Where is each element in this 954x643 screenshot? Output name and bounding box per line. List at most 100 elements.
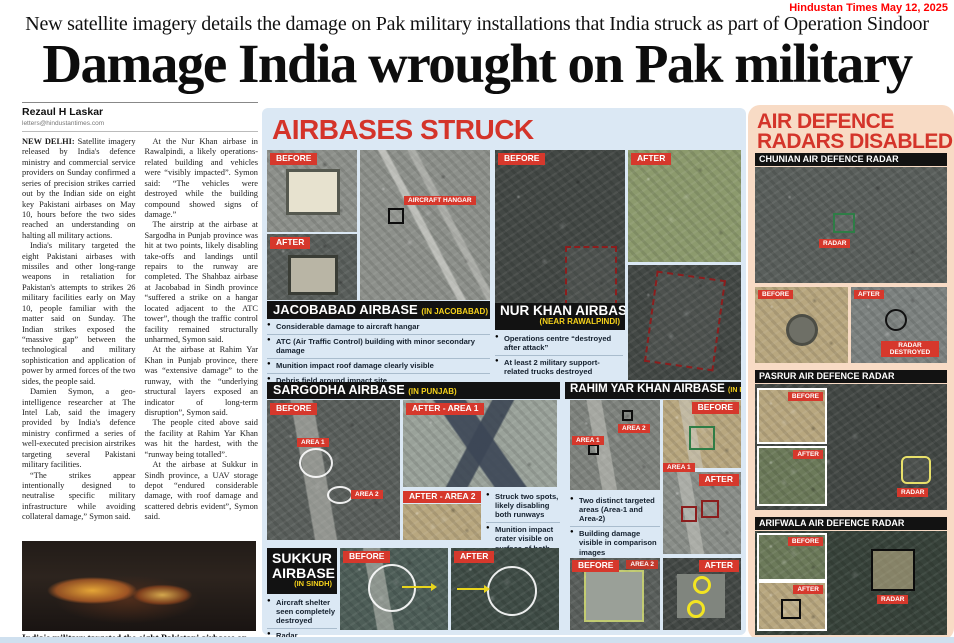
arifwala-before-inset: BEFORE [759,535,825,579]
area2-label: AREA 2 [618,424,650,434]
pasrur-after-inset: AFTER [759,448,825,504]
arifwala-overview-image: BEFORE AFTER RADAR [755,531,947,635]
arifwala-after-inset: AFTER [759,583,825,629]
sargodha-name: SARGODHA AIRBASE [273,383,405,397]
jacobabad-name: JACOBABAD AIRBASE [273,302,418,317]
rahim-crater-box-2 [701,500,719,518]
airbase-fire-photo [22,541,256,631]
aircraft-hangar-target-box [388,208,404,224]
sukkur-location: (IN SINDH) [294,579,332,589]
bullet-item: Struck two spots, likely disabling both … [486,490,560,524]
impact-box [781,599,801,619]
nurkhan-damage-box [643,270,727,372]
rahim-overview-image: AREA 1 AREA 2 [570,400,660,490]
nurkhan-location: (NEAR RAWALPINDI) [539,317,620,327]
article-paragraph: The people cited above said the facility… [144,418,259,459]
airbases-struck-panel: AIRBASES STRUCK BEFORE AFTER AIRCRAFT HA… [262,108,746,643]
rahim-area2-before-image: BEFORE AREA 2 [570,558,660,630]
nurkhan-after-image-2 [628,265,741,380]
before-badge: BEFORE [498,153,546,166]
bullet-item: Two distinct targeted areas (Area-1 and … [570,494,660,528]
jacobabad-bullets: Considerable damage to aircraft hangar A… [267,320,490,389]
article-paragraph: At the airbase at Sukkur in Sindh provin… [144,460,259,522]
radars-panel-title: AIR DEFENCE RADARS DISABLED [757,110,953,152]
bottom-strip [0,637,954,643]
article-paragraph: The airstrip at the airbase at Sargodha … [144,220,259,345]
jacobabad-after-image: AFTER [267,234,357,300]
sukkur-before-image: BEFORE [340,548,448,630]
area2-circle [327,486,353,504]
rahim-area2-after-image: AFTER [663,558,741,630]
radar-label: RADAR [819,239,851,249]
sukkur-banner: SUKKUR AIRBASE (IN SINDH) [267,548,337,594]
sukkur-after-image: AFTER [451,548,559,630]
airbases-panel-title: AIRBASES STRUCK [272,114,534,145]
rahim-before-box [689,426,715,450]
rahim-area1-before-image: BEFORE [663,400,741,468]
before-badge: BEFORE [270,403,318,416]
article-column: Rezaul H Laskar letters@hindustantimes.c… [22,102,381,643]
area1-circle [299,448,333,478]
after-badge: AFTER [631,153,672,166]
sukkur-bullets: Aircraft shelter seen completely destroy… [267,596,337,643]
rahim-name: RAHIM YAR KHAN AIRBASE [570,383,725,395]
jacobabad-overview-image: AIRCRAFT HANGAR [360,150,490,300]
before-badge: BEFORE [691,402,739,415]
jacobabad-banner: JACOBABAD AIRBASE (IN JACOBABAD) [267,301,490,319]
page-title: Damage India wrought on Pak military [42,33,913,94]
article-paragraph: At the airbase at Rahim Yar Khan in Punj… [144,345,259,417]
before-badge: BEFORE [787,537,823,547]
sargodha-before-image: BEFORE AREA 1 AREA 2 [267,400,400,540]
arifwala-banner: ARIFWALA AIR DEFENCE RADAR [755,517,947,530]
hangar-roof [289,172,337,212]
nurkhan-after-image-1: AFTER [628,150,741,262]
radar-target-box [833,213,855,233]
paragraph-text: Satellite imagery released by India's de… [22,137,136,240]
area1-label: AREA 1 [663,463,695,473]
after-area2-badge: AFTER - AREA 2 [403,491,481,504]
byline-block: Rezaul H Laskar letters@hindustantimes.c… [22,102,258,132]
nurkhan-target-box [565,246,617,306]
article-paragraph: NEW DELHI: Satellite imagery released by… [22,137,136,241]
after-badge: AFTER [454,551,495,564]
yellow-arrow [457,585,490,593]
radar-label: RADAR [897,488,929,498]
sukkur-name: SUKKUR AIRBASE [272,550,336,581]
nurkhan-banner: NUR KHAN AIRBASE (NEAR RAWALPINDI) [495,303,625,330]
bullet-item: Munition impact roof damage clearly visi… [267,359,490,375]
chunian-after-image: AFTER RADAR DESTROYED [851,287,947,363]
hangar-damaged-roof [291,258,335,292]
rahim-crater-box-1 [681,506,697,522]
article-paragraph: “The strikes appear intentionally design… [22,470,136,522]
article-paragraph: At the Nur Khan airbase in Rawalpindi, a… [144,137,259,219]
byline: Rezaul H Laskar [22,106,104,118]
before-badge: BEFORE [758,290,794,300]
sargodha-banner: SARGODHA AIRBASE (IN PUNJAB) [267,382,560,399]
destroyed-circle [885,309,907,331]
bullet-item: ATC (Air Traffic Control) building with … [267,335,490,360]
after-badge: AFTER [698,560,739,573]
masthead-date: Hindustan Times May 12, 2025 [789,2,948,14]
after-badge: AFTER [793,450,823,460]
radar-target-box [901,456,931,484]
radar-label: RADAR [877,595,909,605]
bullet-item: Aircraft shelter seen completely destroy… [267,596,337,630]
after-badge: AFTER [698,474,739,487]
bullet-item: Considerable damage to aircraft hangar [267,320,490,336]
radar-dome [789,317,815,343]
shelter-circle [368,564,416,612]
pasrur-before-inset: BEFORE [759,390,825,442]
area2-box [622,410,633,421]
bullet-item: Debris field around impact site [267,374,490,388]
bullet-item: Building damage visible in comparison im… [570,527,660,561]
after-badge: AFTER [270,237,311,250]
standfirst: New satellite imagery details the damage… [25,13,929,35]
impact-circle-2 [687,600,705,618]
radars-title-line1: AIR DEFENCE [757,110,894,133]
sargodha-after-area2-image [403,504,481,540]
nurkhan-name: NUR KHAN AIRBASE [500,303,625,318]
after-badge: AFTER [793,585,823,595]
radars-disabled-panel: AIR DEFENCE RADARS DISABLED CHUNIAN AIR … [748,105,954,640]
before-badge: BEFORE [787,392,823,402]
